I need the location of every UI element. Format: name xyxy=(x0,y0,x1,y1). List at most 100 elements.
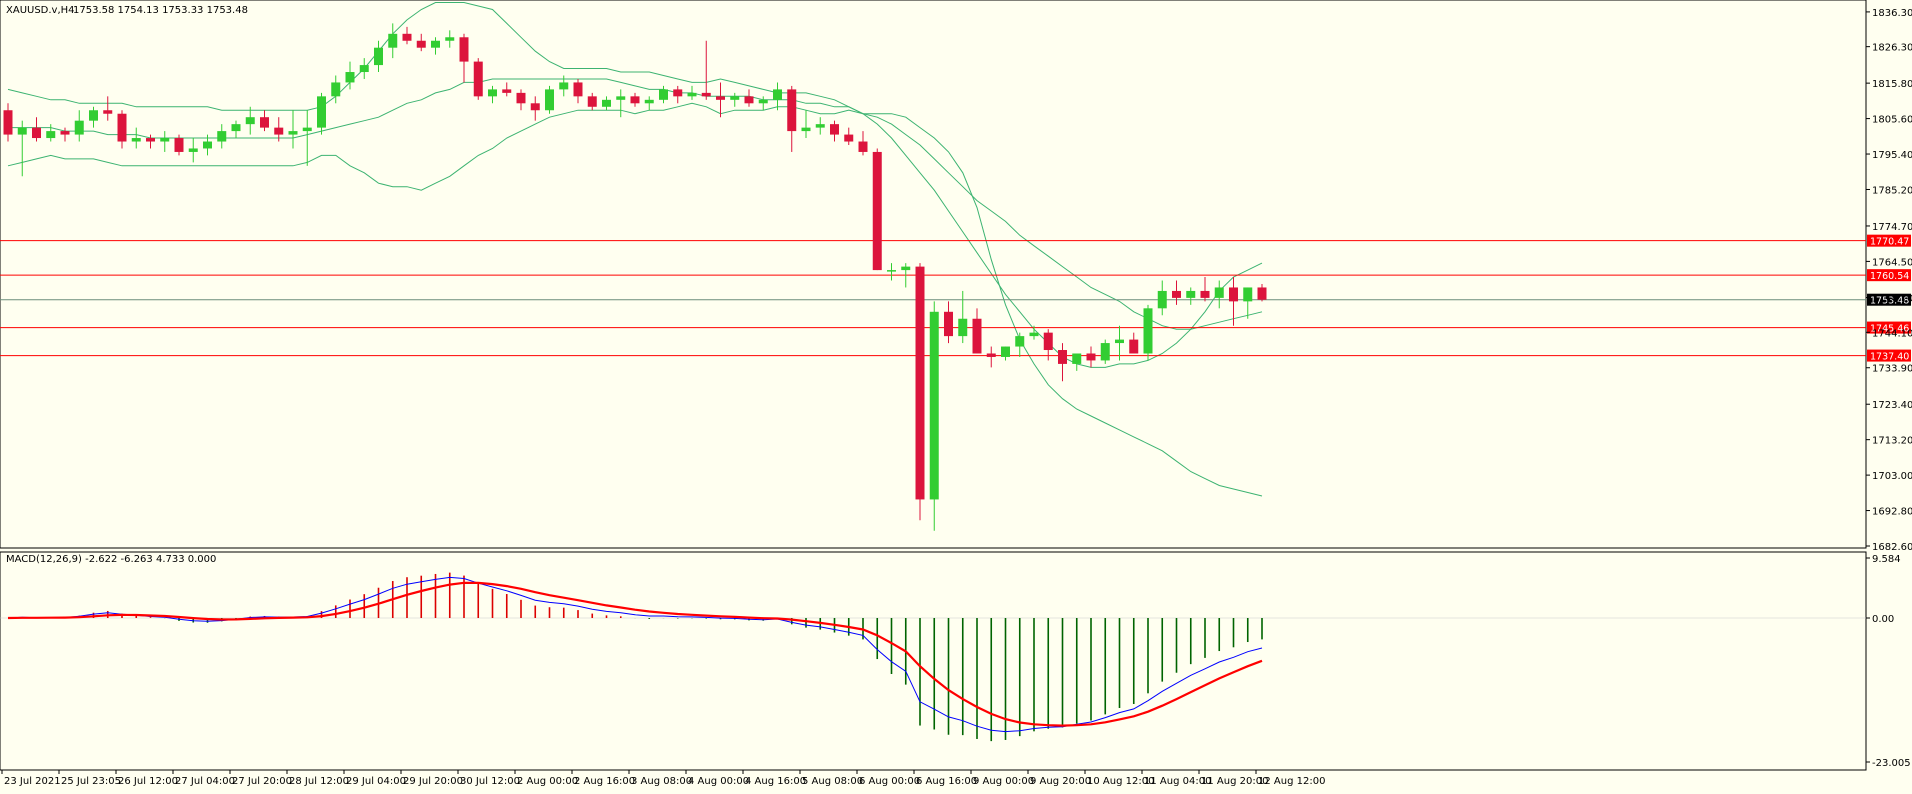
candle-body xyxy=(231,124,241,132)
price-panel xyxy=(0,0,1867,549)
candle-body xyxy=(1229,287,1238,302)
candle-body xyxy=(274,127,284,135)
price-tick-label: 1744.10 xyxy=(1872,328,1912,339)
price-tick-label: 1754.10 xyxy=(1872,294,1912,305)
candle-body xyxy=(1200,290,1210,298)
price-tick-label: 1805.60 xyxy=(1872,115,1912,126)
candle-body xyxy=(630,96,640,104)
price-level-tag xyxy=(1867,269,1911,282)
candle-body xyxy=(345,72,355,83)
candle-body xyxy=(787,89,797,132)
candle-body xyxy=(17,127,27,135)
candle-body xyxy=(659,89,668,100)
ohlc-header: 1753.58 1754.13 1753.33 1753.48 xyxy=(73,5,248,16)
candle-body xyxy=(488,89,497,97)
candle-body xyxy=(858,141,868,152)
candle-body xyxy=(1029,332,1039,337)
candle-body xyxy=(131,138,141,142)
candle-body xyxy=(388,33,398,48)
candle-body xyxy=(445,37,455,41)
candle-body xyxy=(587,96,597,107)
candle-body xyxy=(1143,308,1153,354)
candle-body xyxy=(901,266,911,271)
time-tick-label: 27 Jul 04:00 xyxy=(175,776,235,787)
price-tick-label: 1692.80 xyxy=(1872,507,1912,518)
time-tick-label: 3 Aug 08:00 xyxy=(631,776,692,787)
candle-body xyxy=(89,110,98,121)
current-price-tag xyxy=(1867,293,1911,306)
symbol-header: XAUUSD.v,H4 xyxy=(6,5,75,16)
candle-body xyxy=(331,82,341,97)
candle-body xyxy=(844,134,854,142)
candle-body xyxy=(929,311,939,500)
candle-body xyxy=(74,120,84,135)
macd-line xyxy=(7,576,1263,733)
candle-body xyxy=(972,318,982,354)
time-tick-label: 2 Aug 00:00 xyxy=(517,776,578,787)
candle-body xyxy=(1129,339,1139,354)
price-level-label: 1760.54 xyxy=(1870,271,1909,282)
candle-body xyxy=(573,82,583,97)
candle-body xyxy=(502,89,512,93)
candle-body xyxy=(758,99,768,104)
candle-body xyxy=(217,131,227,142)
candle-body xyxy=(559,82,569,90)
candle-body xyxy=(1072,353,1082,364)
time-tick-label: 2 Aug 16:00 xyxy=(574,776,635,787)
candle-body xyxy=(402,33,412,41)
candle-body xyxy=(174,138,184,152)
candle-body xyxy=(887,270,896,272)
price-tick-label: 1764.50 xyxy=(1872,257,1912,268)
candle-body xyxy=(260,117,269,128)
candle-body xyxy=(1043,332,1053,351)
price-tick-label: 1774.70 xyxy=(1872,222,1912,233)
macd-tick-label: 0.00 xyxy=(1872,614,1894,625)
candle-body xyxy=(3,110,13,135)
candle-body xyxy=(103,110,113,114)
candle-body xyxy=(644,99,654,104)
time-tick-label: 11 Aug 20:00 xyxy=(1201,776,1268,787)
time-tick-label: 29 Jul 04:00 xyxy=(346,776,406,787)
candle-body xyxy=(986,353,996,357)
candle-body xyxy=(744,96,754,104)
macd-panel-frame xyxy=(0,551,1867,771)
candle-body xyxy=(1157,290,1167,309)
candle-body xyxy=(1086,353,1096,361)
candle-body xyxy=(431,40,440,48)
candle-body xyxy=(302,127,312,132)
candle-body xyxy=(416,40,426,48)
candle-body xyxy=(673,89,683,97)
time-tick-label: 9 Aug 00:00 xyxy=(973,776,1034,787)
time-tick-label: 23 Jul 2021 xyxy=(4,776,61,787)
candle-body xyxy=(830,124,839,135)
price-level-tag xyxy=(1867,349,1911,362)
price-level-tag xyxy=(1867,234,1911,247)
time-tick-label: 4 Aug 00:00 xyxy=(688,776,749,787)
signal-line xyxy=(7,581,1263,727)
candle-body xyxy=(1115,339,1124,344)
candle-body xyxy=(459,37,469,62)
candle-body xyxy=(545,89,554,111)
bollinger-lower-band xyxy=(7,102,1263,497)
time-tick-label: 28 Jul 12:00 xyxy=(289,776,349,787)
candle-body xyxy=(530,103,540,111)
price-tick-label: 1733.90 xyxy=(1872,364,1912,375)
price-tick-label: 1723.40 xyxy=(1872,400,1912,411)
time-tick-label: 6 Aug 16:00 xyxy=(916,776,977,787)
candle-body xyxy=(374,47,383,66)
time-tick-label: 6 Aug 00:00 xyxy=(859,776,920,787)
time-tick-label: 12 Aug 12:00 xyxy=(1258,776,1325,787)
candle-body xyxy=(1243,287,1253,302)
time-tick-label: 27 Jul 20:00 xyxy=(232,776,292,787)
time-tick-label: 29 Jul 20:00 xyxy=(403,776,463,787)
price-tick-label: 1795.40 xyxy=(1872,150,1912,161)
candle-body xyxy=(944,311,953,337)
candle-body xyxy=(687,92,697,97)
candle-body xyxy=(317,96,326,128)
candle-body xyxy=(473,61,483,97)
macd-panel xyxy=(0,551,1867,771)
candle-body xyxy=(1257,287,1267,300)
